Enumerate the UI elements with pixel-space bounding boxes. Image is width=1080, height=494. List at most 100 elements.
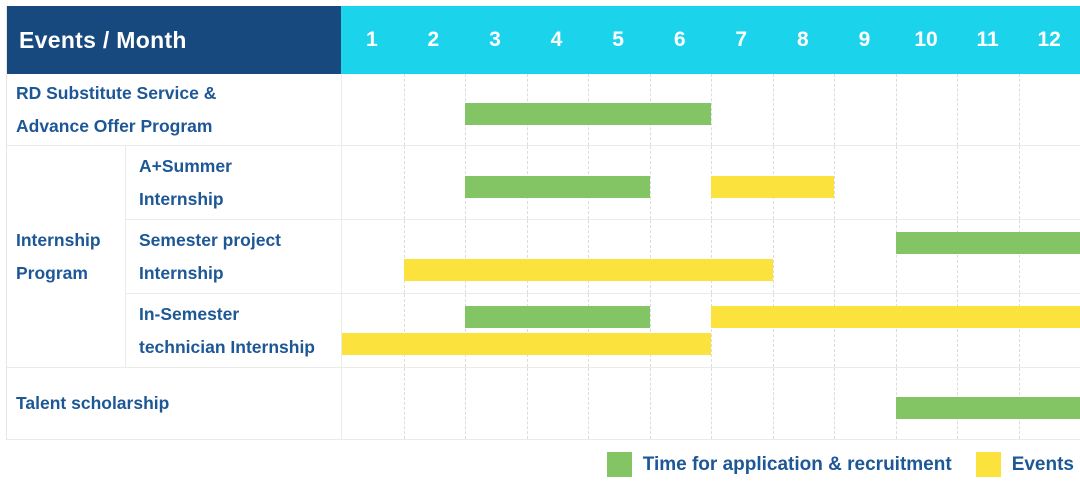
month-header-cell: 1 — [365, 28, 378, 51]
month-gridline — [649, 368, 651, 439]
month-gridline — [588, 294, 589, 367]
month-gridline — [526, 368, 528, 439]
month-gridline — [772, 74, 774, 145]
month-gridline — [465, 368, 466, 439]
month-header-cell: 5 — [612, 28, 624, 51]
month-gridline — [895, 220, 897, 293]
gantt-row-track — [341, 74, 1080, 146]
month-gridline — [649, 220, 651, 293]
bar-lines — [342, 150, 1080, 223]
month-gridline — [834, 368, 835, 439]
month-header-cell: 4 — [550, 28, 563, 51]
month-header-cell: 8 — [796, 28, 809, 51]
green-legend-swatch — [606, 452, 632, 477]
month-gridline — [957, 294, 958, 367]
event-period-bar — [711, 306, 1080, 328]
month-gridline — [1018, 294, 1020, 367]
month-gridline — [403, 220, 405, 293]
month-header-cell: 11 — [976, 28, 999, 51]
month-gridline — [465, 294, 466, 367]
group-label: Internship Program — [7, 146, 125, 368]
row-label: Semester project Internship — [125, 220, 341, 294]
bar-lines — [342, 294, 1080, 367]
month-gridline — [403, 74, 405, 145]
month-gridline — [957, 146, 958, 219]
gantt-row-track — [341, 368, 1080, 440]
table-header-row: Events / Month 1 2 3 4 5 6 7 8 9 10 11 12 — [7, 6, 1080, 74]
bar-lines — [342, 372, 1080, 443]
legend-label: Events — [1011, 453, 1074, 475]
month-gridline — [711, 368, 712, 439]
event-period-bar — [711, 175, 834, 198]
row-label: In-Semester technician Internship — [125, 294, 341, 368]
yellow-legend-swatch — [975, 452, 1001, 477]
month-gridline — [588, 220, 589, 293]
month-gridline — [957, 74, 958, 145]
month-gridline — [772, 220, 774, 293]
month-gridline — [403, 294, 405, 367]
month-gridline — [957, 220, 958, 293]
row-label: Talent scholarship — [7, 368, 341, 440]
month-gridline — [834, 294, 835, 367]
month-gridline — [588, 368, 589, 439]
bar-line — [342, 175, 1080, 198]
month-gridline — [834, 146, 835, 219]
month-gridline — [1018, 220, 1020, 293]
application-period-bar — [895, 396, 1080, 419]
gantt-row-track — [341, 220, 1080, 294]
bar-line — [342, 232, 1080, 254]
month-header-cell: 12 — [1037, 28, 1061, 51]
application-period-bar — [465, 102, 711, 125]
gantt-row-track — [341, 294, 1080, 368]
table-body: RD Substitute Service & Advance Offer Pr… — [7, 74, 1080, 440]
row-label: A+Summer Internship — [125, 146, 341, 220]
month-gridline — [895, 294, 897, 367]
month-header-cell: 9 — [858, 28, 871, 51]
month-header-row: 1 2 3 4 5 6 7 8 9 10 11 12 — [341, 6, 1080, 74]
events-month-table: Events / Month 1 2 3 4 5 6 7 8 9 10 11 12 RD Substi… — [6, 6, 1080, 440]
gantt-row-track — [341, 146, 1080, 220]
month-gridline — [711, 220, 712, 293]
month-gridline — [834, 220, 835, 293]
bar-lines — [342, 78, 1080, 149]
application-period-bar — [465, 175, 650, 198]
row-label: RD Substitute Service & Advance Offer Pr… — [7, 74, 341, 146]
month-gridline — [1018, 146, 1020, 219]
month-gridline — [711, 294, 712, 367]
month-gridline — [526, 220, 528, 293]
bar-line — [342, 333, 1080, 355]
month-gridline — [711, 74, 712, 145]
month-header-cell: 7 — [735, 28, 748, 51]
month-gridline — [895, 146, 897, 219]
bar-line — [342, 259, 1080, 281]
month-header-cell: 2 — [427, 28, 440, 51]
month-header-cell: 10 — [914, 28, 938, 51]
event-period-bar — [342, 333, 711, 355]
legend-item: Events — [975, 452, 1074, 477]
application-period-bar — [465, 306, 650, 328]
month-gridline — [649, 146, 651, 219]
legend: Time for application & recruitment Events — [0, 452, 1074, 477]
event-period-bar — [403, 259, 773, 281]
month-gridline — [649, 294, 651, 367]
legend-label: Time for application & recruitment — [642, 453, 952, 475]
bar-line — [342, 102, 1080, 125]
bar-lines — [342, 220, 1080, 293]
month-gridline — [526, 294, 528, 367]
month-header-cell: 3 — [489, 28, 501, 51]
bar-line — [342, 306, 1080, 328]
month-gridline — [403, 146, 405, 219]
month-gridline — [403, 368, 405, 439]
application-period-bar — [895, 232, 1080, 254]
legend-item: Time for application & recruitment — [606, 452, 952, 477]
events-month-header: Events / Month — [7, 6, 341, 74]
month-gridline — [1018, 74, 1020, 145]
month-gridline — [895, 74, 897, 145]
month-gridline — [772, 368, 774, 439]
month-header-cell: 6 — [673, 28, 686, 51]
month-gridline — [772, 294, 774, 367]
month-gridline — [465, 220, 466, 293]
bar-line — [342, 396, 1080, 419]
month-gridline — [834, 74, 835, 145]
